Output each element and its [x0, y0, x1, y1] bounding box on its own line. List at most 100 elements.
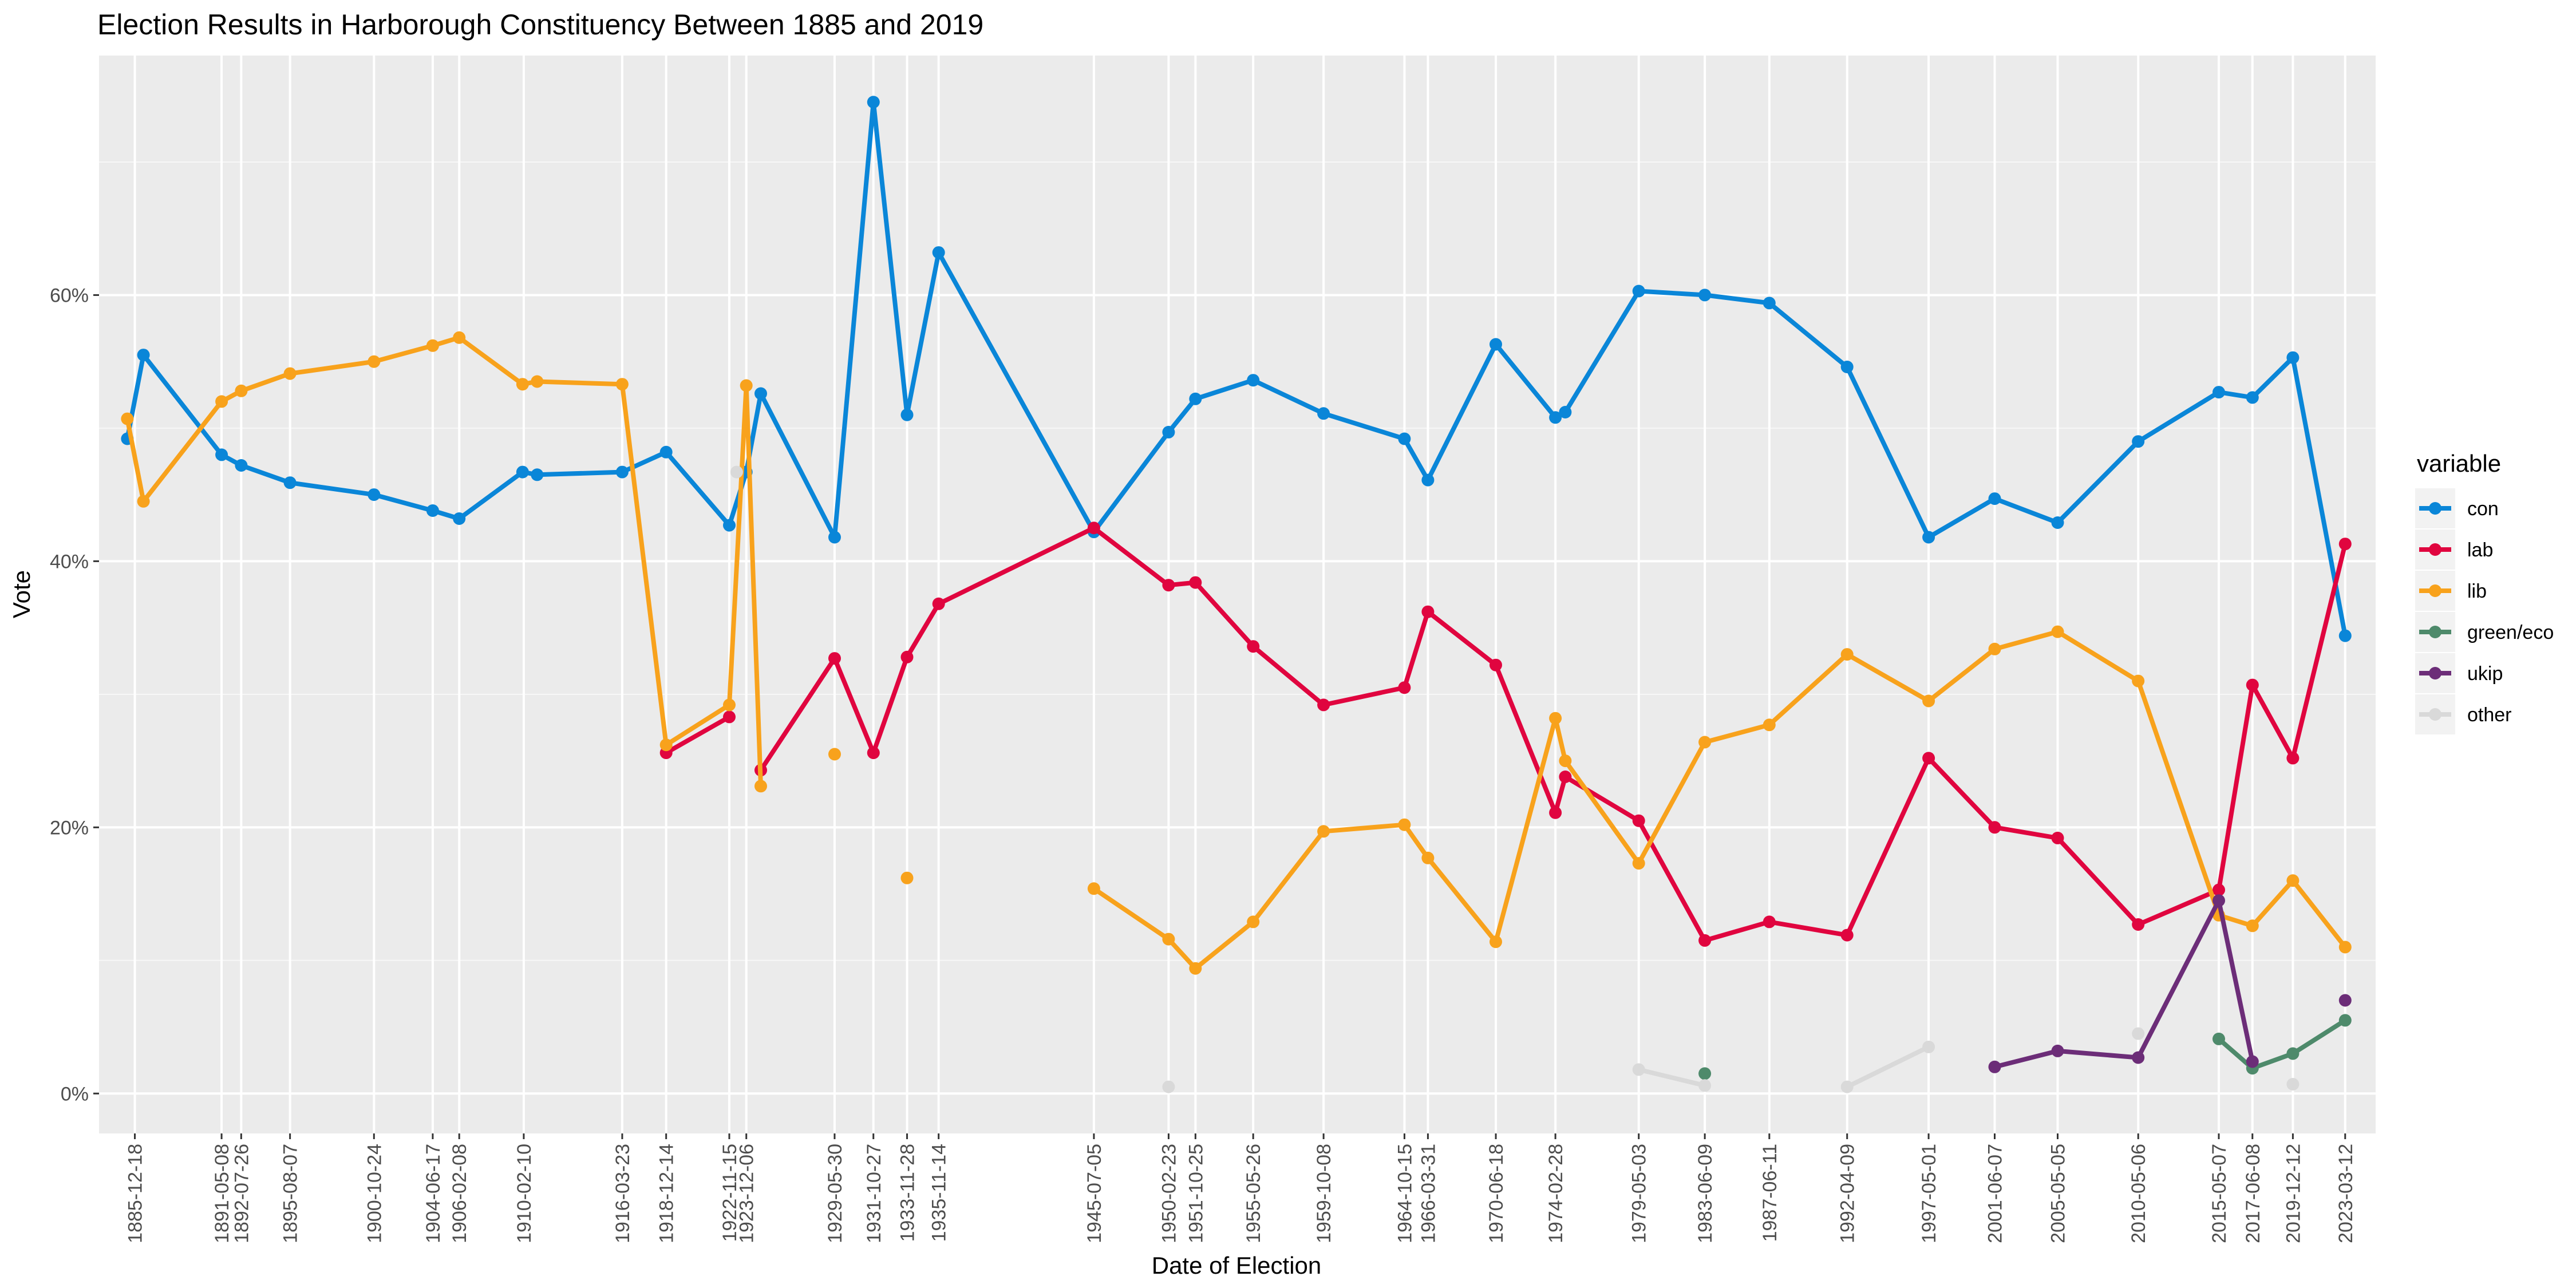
data-point: [867, 96, 880, 109]
data-point: [1317, 698, 1330, 712]
data-point: [368, 355, 381, 368]
data-point: [1087, 882, 1100, 895]
legend-key-point: [2429, 502, 2441, 515]
data-point: [137, 349, 150, 362]
data-point: [516, 465, 529, 479]
data-point: [531, 468, 544, 481]
data-point: [730, 465, 743, 479]
data-point: [2338, 629, 2352, 642]
data-point: [1549, 712, 1562, 725]
data-point: [2286, 1047, 2300, 1060]
data-point: [867, 746, 880, 760]
data-point: [1490, 338, 1502, 351]
legend-key-point: [2429, 543, 2441, 556]
data-point: [2132, 435, 2145, 448]
series-line: [1636, 1067, 1708, 1088]
data-point: [2286, 752, 2300, 765]
data-point: [2338, 538, 2352, 551]
data-point: [659, 445, 673, 459]
data-point: [1840, 361, 1854, 373]
data-point: [1698, 1079, 1712, 1092]
x-tick-label: 1970-06-18: [1485, 1144, 1507, 1243]
legend-key-point: [2429, 584, 2441, 597]
data-point: [368, 488, 381, 501]
data-point: [828, 748, 841, 761]
data-point: [2132, 674, 2145, 688]
data-point: [1988, 492, 2001, 505]
data-point: [1632, 814, 1645, 827]
x-tick-label: 1987-06-11: [1759, 1144, 1781, 1242]
data-point: [659, 738, 673, 752]
data-point: [2212, 386, 2225, 399]
plot-panel: [99, 56, 2376, 1133]
data-point: [1763, 915, 1776, 929]
x-tick-label: 1900-10-24: [364, 1144, 385, 1243]
x-tick-label: 1955-05-26: [1243, 1144, 1265, 1243]
data-point: [1698, 289, 1712, 302]
data-point: [531, 375, 544, 388]
data-point: [1559, 406, 1572, 418]
data-point: [283, 367, 297, 380]
x-tick-label: 1895-08-07: [280, 1144, 302, 1243]
x-tick-label: 1974-02-28: [1545, 1144, 1567, 1243]
data-point: [615, 378, 629, 391]
data-point: [1247, 915, 1260, 929]
x-tick-label: 1964-10-15: [1394, 1144, 1416, 1243]
grid-minor: [99, 161, 2376, 961]
data-point: [516, 378, 529, 391]
legend-label: lab: [2467, 539, 2493, 561]
data-point: [1632, 857, 1645, 870]
x-tick-label: 2010-05-06: [2128, 1144, 2150, 1243]
series-ukip: [1988, 894, 2352, 1073]
data-point: [2132, 1051, 2145, 1064]
data-point: [754, 387, 767, 400]
x-tick-label: 1918-12-14: [656, 1144, 678, 1243]
legend-key-point: [2429, 708, 2441, 721]
legend-label: con: [2467, 498, 2499, 520]
series-line: [2217, 1018, 2348, 1071]
data-point: [1549, 806, 1562, 819]
data-point: [1840, 648, 1854, 661]
data-point: [1698, 934, 1712, 947]
legend-label: ukip: [2467, 663, 2503, 685]
x-tick-label: 1904-06-17: [422, 1144, 444, 1243]
x-tick-label: 1891-05-08: [211, 1144, 233, 1243]
series-lib: [121, 331, 2352, 975]
data-point: [1559, 771, 1572, 783]
legend-key-point: [2429, 626, 2441, 638]
data-point: [932, 597, 945, 610]
data-point: [1988, 642, 2001, 655]
data-point: [1398, 681, 1411, 694]
data-point: [1398, 432, 1411, 445]
x-tick-label: 1906-02-08: [449, 1144, 471, 1243]
x-tick-label: 1950-02-23: [1158, 1144, 1180, 1243]
data-point: [2246, 678, 2259, 692]
legend-title: variable: [2417, 450, 2501, 477]
data-point: [1763, 718, 1776, 732]
data-point: [1189, 576, 1202, 589]
data-point: [1490, 658, 1502, 671]
x-tick-label: 1923-12-06: [736, 1144, 758, 1243]
data-point: [1087, 521, 1100, 535]
x-tick-label: 2015-05-07: [2208, 1144, 2230, 1243]
x-tick-label: 1892-07-26: [231, 1144, 252, 1243]
data-point: [900, 871, 914, 884]
x-tick-label: 1992-04-09: [1837, 1144, 1859, 1243]
x-tick-label: 1922-11-15: [719, 1144, 741, 1242]
data-point: [1763, 297, 1776, 310]
data-point: [740, 379, 753, 392]
legend-label: other: [2467, 704, 2512, 726]
series-line: [1844, 1044, 1931, 1089]
series-lab: [659, 521, 2352, 947]
y-tick-label: 0%: [61, 1083, 89, 1105]
data-point: [215, 395, 228, 408]
data-point: [723, 698, 736, 712]
series-other: [730, 465, 2300, 1093]
data-point: [1162, 933, 1175, 946]
x-tick-label: 1945-07-05: [1084, 1144, 1105, 1243]
series-green-eco: [1698, 1014, 2352, 1080]
data-point: [1922, 752, 1935, 765]
data-point: [2051, 516, 2064, 529]
x-tick-label: 1983-06-09: [1694, 1144, 1716, 1243]
x-tick-label: 1929-05-30: [824, 1144, 846, 1243]
